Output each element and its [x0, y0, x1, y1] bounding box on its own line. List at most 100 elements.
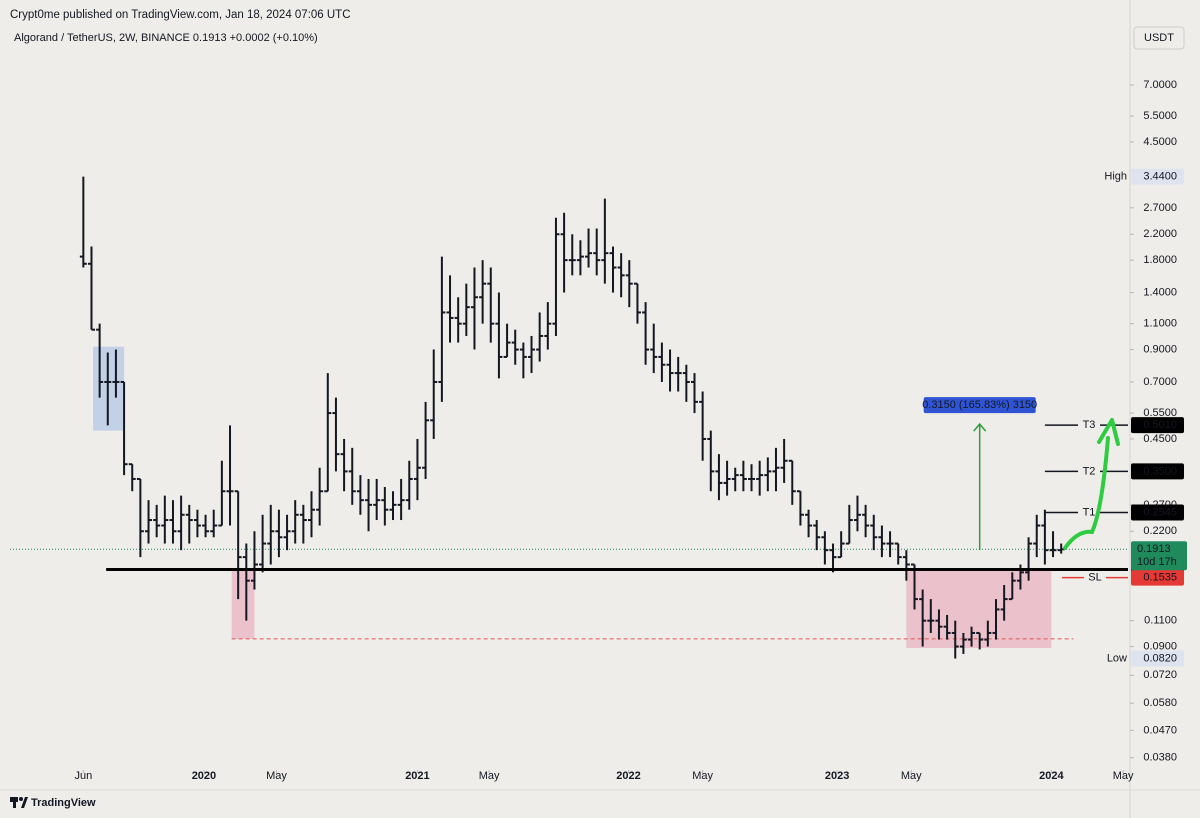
ohlc-bar [234, 490, 242, 600]
ohlc-bar [1000, 585, 1008, 621]
ohlc-bar [96, 323, 104, 398]
ohlc-bar [617, 253, 625, 298]
ohlc-bar [365, 478, 373, 532]
countdown: 10d 17h [1137, 556, 1177, 568]
ohlc-bar [242, 543, 250, 621]
ohlc-bar [723, 460, 731, 496]
ohlc-bar [299, 504, 307, 544]
ohlc-bar [356, 475, 364, 515]
y-tick-label: 2.7000 [1143, 202, 1177, 214]
drawn-arrowhead [1097, 418, 1120, 446]
x-tick-label: 2021 [405, 770, 429, 782]
ohlc-bar [413, 438, 421, 501]
ohlc-bar [853, 495, 861, 532]
ohlc-bar [495, 292, 503, 379]
brand-logo [10, 797, 28, 808]
ohlc-bar [332, 397, 340, 472]
ohlc-bar [340, 438, 348, 492]
ohlc-bar [218, 460, 226, 527]
currency: USDT [1144, 32, 1174, 44]
ohlc-bar [707, 430, 715, 492]
x-tick-label: 2020 [192, 770, 216, 782]
ohlc-bar [862, 504, 870, 538]
ohlc-bar [177, 495, 185, 551]
y-tick-label: 0.1100 [1144, 615, 1177, 627]
target-label: T2 [1083, 465, 1096, 477]
y-tick-label: 0.9000 [1143, 343, 1177, 355]
ohlc-bar [870, 514, 878, 551]
ohlc-bar [405, 460, 413, 510]
ohlc-bar [348, 447, 356, 505]
y-tick-label: 0.4500 [1143, 433, 1177, 445]
brand: TradingView [31, 797, 96, 809]
ohlc-bar [79, 176, 87, 268]
ohlc-bar [112, 349, 120, 398]
ohlc-bar [658, 342, 666, 382]
ohlc-bar [976, 631, 984, 650]
ohlc-bar [927, 599, 935, 633]
high-label: High [1104, 171, 1127, 183]
ohlc-bar [796, 490, 804, 526]
x-tick-label: May [692, 770, 713, 782]
ohlc-bar [185, 504, 193, 544]
ohlc-bar [536, 312, 544, 362]
ohlc-bar [731, 467, 739, 492]
ohlc-bar [748, 464, 756, 492]
y-tick-label: 1.4000 [1143, 286, 1177, 298]
ohlc-bar [202, 514, 210, 538]
y-tick-label: 0.0720 [1143, 669, 1177, 681]
ohlc-bar [1025, 537, 1033, 581]
ohlc-bar [609, 246, 617, 293]
y-tick-label: 1.1000 [1143, 318, 1177, 330]
ohlc-bar [519, 342, 527, 379]
target-label: T3 [1083, 419, 1096, 431]
x-tick-label: 2024 [1039, 770, 1064, 782]
ohlc-bar [275, 509, 283, 558]
ohlc-bar [788, 459, 796, 505]
ohlc-bar [682, 364, 690, 402]
target-box [1131, 463, 1184, 480]
x-tick-label: 2022 [616, 770, 640, 782]
y-tick-label: 5.5000 [1143, 110, 1177, 122]
ohlc-bar [470, 267, 478, 350]
ohlc-bar [308, 491, 316, 538]
ohlc-bar [373, 478, 381, 521]
ohlc-bar [226, 425, 234, 526]
ohlc-bar [389, 491, 397, 521]
ohlc-bar [935, 609, 943, 640]
ohlc-bar [911, 563, 919, 610]
ohlc-bar [593, 228, 601, 276]
ohlc-bar [992, 599, 1000, 640]
y-tick-label: 1.8000 [1143, 254, 1177, 266]
ohlc-bar [316, 467, 324, 526]
ohlc-bar [690, 373, 698, 414]
ohlc-bar [267, 504, 275, 565]
ohlc-bar [454, 297, 462, 343]
ohlc-bar [666, 349, 674, 392]
ohlc-bar [161, 495, 169, 544]
ohlc-bar [902, 550, 910, 581]
ohlc-bar [633, 282, 641, 324]
x-tick-label: May [266, 770, 287, 782]
ohlc-bar [625, 260, 633, 308]
ohlc-bar [104, 352, 112, 426]
ohlc-bar [1049, 531, 1057, 558]
y-tick-label: 0.0580 [1143, 697, 1177, 709]
x-tick-label: May [901, 770, 922, 782]
ohlc-bar [601, 198, 609, 284]
ohlc-bar [674, 356, 682, 392]
ohlc-bar [813, 520, 821, 551]
ohlc-bar [699, 391, 707, 461]
ohlc-bar [87, 246, 95, 331]
high-box [1131, 168, 1184, 185]
ohlc-bar [136, 477, 144, 558]
ohlc-bar [878, 525, 886, 558]
target-box [1131, 504, 1184, 521]
y-tick-label: 4.5000 [1143, 136, 1177, 148]
ohlc-bar [764, 457, 772, 492]
target-value: 0.5010 [1143, 419, 1177, 431]
ohlc-bar [503, 323, 511, 358]
ohlc-bar [805, 509, 813, 538]
x-tick-label: May [479, 770, 500, 782]
